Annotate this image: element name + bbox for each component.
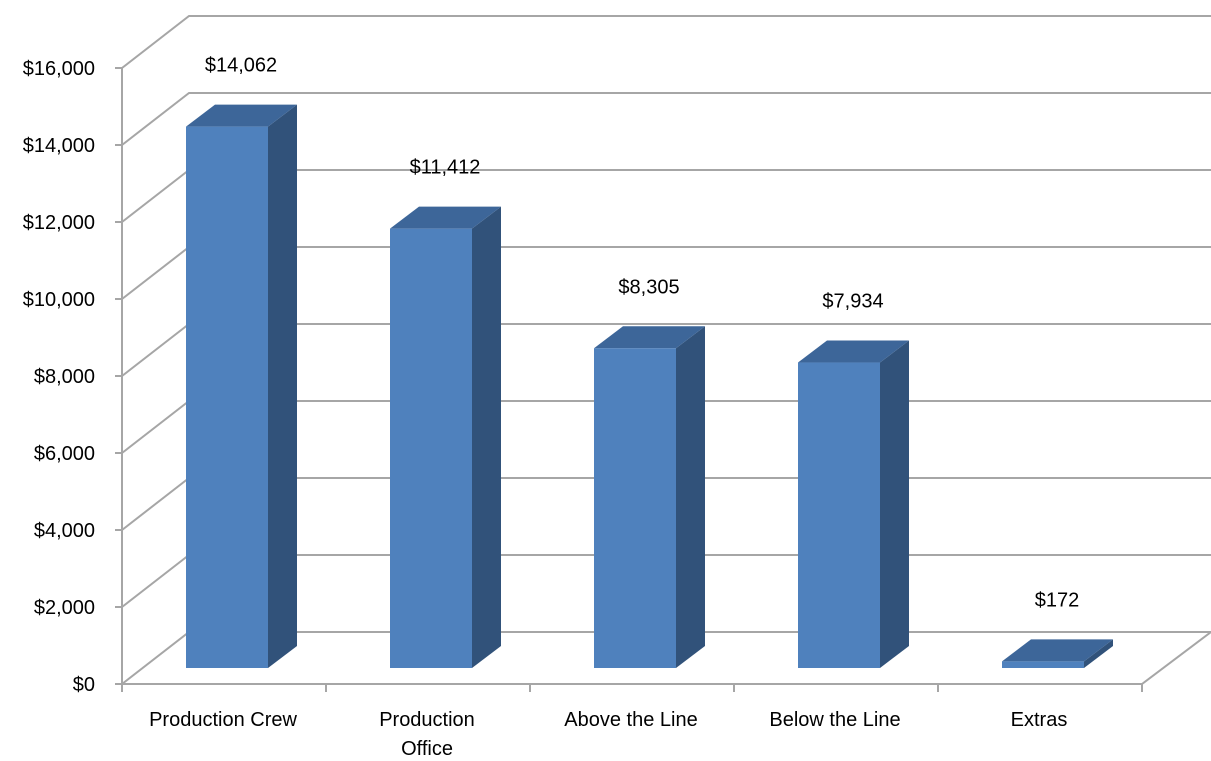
labels: $0 $2,000 $4,000 $6,000 $8,000 $10,000 $12,000… <box>23 55 1080 760</box>
category-label: Production Crew <box>149 709 297 731</box>
bar <box>186 104 297 669</box>
bar-top-face <box>798 340 909 363</box>
bar <box>1002 639 1113 668</box>
category-label: Above the Line <box>564 709 697 731</box>
gridline <box>121 15 1211 69</box>
bar <box>798 340 909 668</box>
bars <box>186 104 1113 669</box>
data-label: $8,305 <box>618 276 679 298</box>
axes <box>115 67 1211 692</box>
data-label: $14,062 <box>205 55 277 77</box>
floor-right-edge <box>1141 631 1211 685</box>
bar-front-face <box>798 362 880 668</box>
y-tick-label: $8,000 <box>34 366 95 388</box>
y-tick-label: $16,000 <box>23 58 95 80</box>
bar <box>594 326 705 668</box>
bar-front-face <box>1002 661 1084 668</box>
y-tick-label: $10,000 <box>23 289 95 311</box>
y-tick-label: $12,000 <box>23 212 95 234</box>
bar-top-face <box>1002 639 1113 662</box>
data-label: $7,934 <box>822 291 883 313</box>
bar-side-face <box>676 326 705 668</box>
bar-side-face <box>472 206 501 668</box>
y-tick-label: $14,000 <box>23 135 95 157</box>
y-tick-label: $4,000 <box>34 520 95 542</box>
y-tick-label: $2,000 <box>34 597 95 619</box>
category-label: Office <box>401 738 453 760</box>
data-label: $11,412 <box>410 157 481 179</box>
bar-side-face <box>880 340 909 668</box>
bar-top-face <box>594 326 705 349</box>
category-label: Production <box>379 709 475 731</box>
bar-front-face <box>390 228 472 668</box>
bar-side-face <box>1084 639 1113 668</box>
bar-front-face <box>186 126 268 669</box>
category-label: Below the Line <box>769 709 900 731</box>
bar-front-face <box>594 348 676 668</box>
bar-top-face <box>186 104 297 127</box>
bar <box>390 206 501 668</box>
bar-top-face <box>390 206 501 229</box>
y-tick-label: $0 <box>73 674 95 696</box>
data-label: $172 <box>1035 589 1080 611</box>
y-tick-label: $6,000 <box>34 443 95 465</box>
bar-side-face <box>268 104 297 669</box>
category-label: Extras <box>1011 709 1068 731</box>
gridline <box>121 92 1211 146</box>
